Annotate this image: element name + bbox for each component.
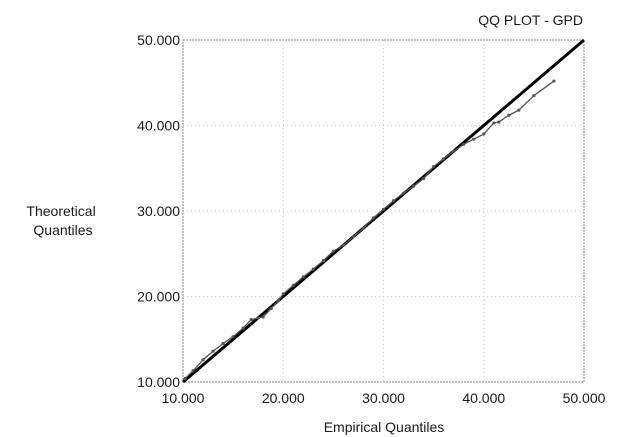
y-axis-label: Theoretical Quantiles (26, 203, 99, 238)
quantile-point (276, 299, 280, 303)
quantile-point (452, 149, 456, 153)
y-axis-label-line-1: Theoretical (26, 203, 95, 219)
quantile-point (351, 235, 356, 239)
data-points (183, 79, 556, 381)
quantile-point (497, 120, 501, 124)
y-tick-label: 50.000 (137, 32, 180, 48)
quantile-point (241, 326, 245, 330)
quantile-point (371, 216, 376, 220)
x-tick-label: 50.000 (563, 390, 606, 406)
quantile-point (552, 79, 556, 83)
quantile-point (442, 157, 446, 161)
x-tick-label: 10.000 (162, 390, 205, 406)
x-axis-label: Empirical Quantiles (324, 419, 445, 435)
quantile-point (381, 207, 386, 211)
x-tick-label: 30.000 (362, 390, 405, 406)
chart-title: QQ PLOT - GPD (478, 12, 583, 28)
quantile-point (183, 376, 187, 381)
quantile-point (321, 258, 325, 263)
quantile-point (221, 341, 225, 346)
quantile-point (231, 335, 235, 339)
y-tick-labels: 10.000 20.000 30.000 40.000 50.000 (137, 32, 180, 390)
quantile-point (411, 184, 416, 188)
quantile-point (331, 249, 335, 253)
quantile-point (301, 275, 305, 279)
y-tick-label: 10.000 (137, 374, 180, 390)
quantile-point (532, 93, 536, 98)
quantile-point (507, 113, 511, 117)
quantile-point (341, 243, 345, 247)
quantile-point (269, 306, 273, 311)
quantile-point (291, 283, 295, 287)
quantile-point (191, 369, 195, 373)
reference-line (182, 38, 585, 384)
quantile-point (261, 315, 265, 319)
y-tick-label: 30.000 (137, 203, 180, 219)
quantile-point (211, 349, 215, 353)
quantile-point (281, 292, 285, 296)
quantile-point (462, 142, 466, 146)
quantile-point (432, 164, 436, 169)
x-tick-label: 20.000 (262, 390, 305, 406)
quantile-point (472, 137, 476, 141)
quantile-point (492, 121, 496, 125)
quantile-point (311, 267, 315, 271)
y-tick-label: 40.000 (137, 118, 180, 134)
quantile-point (249, 317, 253, 322)
quantile-point (256, 316, 260, 320)
quantile-point (361, 226, 366, 230)
x-tick-label: 40.000 (462, 390, 505, 406)
quantile-point (422, 176, 426, 181)
y-axis-label-line-2: Quantiles (33, 222, 92, 238)
y-tick-label: 20.000 (137, 289, 180, 305)
quantile-point (482, 132, 486, 136)
quantile-point (517, 108, 521, 112)
quantile-point (201, 358, 205, 362)
quantile-point (401, 191, 406, 195)
quantile-point (391, 199, 396, 203)
x-tick-labels: 10.000 20.000 30.000 40.000 50.000 (162, 390, 606, 406)
